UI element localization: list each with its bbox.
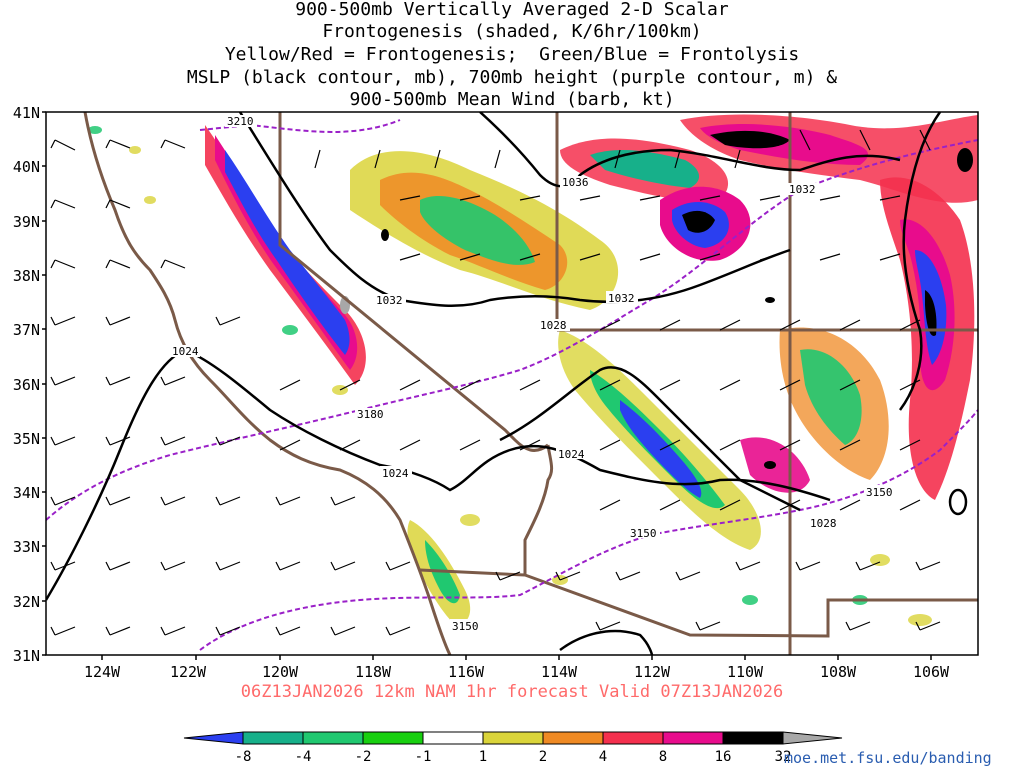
colorbar-seg: [422, 731, 484, 745]
lat-label: 32N: [13, 593, 40, 611]
lat-label: 38N: [13, 267, 40, 285]
title-line-3: Yellow/Red = Frontogenesis; Green/Blue =…: [224, 44, 800, 65]
title-line-1: 900-500mb Vertically Averaged 2-D Scalar: [295, 0, 729, 20]
title-line-4: MSLP (black contour, mb), 700mb height (…: [186, 67, 838, 88]
colorbar-label: 32: [775, 749, 792, 765]
colorbar-label: 1: [479, 749, 487, 765]
colorbar-label: 2: [539, 749, 547, 765]
colorbar-seg: [662, 731, 724, 745]
colorbar-seg: [302, 731, 364, 745]
height-label: 3150: [452, 620, 479, 633]
colorbar-label: -8: [235, 749, 252, 765]
mslp-label: 1028: [540, 319, 567, 332]
title-line-2: Frontogenesis (shaded, K/6hr/100km): [322, 21, 702, 42]
lon-label: 120W: [262, 663, 299, 681]
mslp-label: 1032: [789, 183, 816, 196]
lat-axis: 41N 40N 39N 38N 37N 36N 35N 34N 33N 32N …: [13, 104, 40, 665]
colorbar-label: 4: [599, 749, 607, 765]
contour-labels: 1024 1032 1028 1036 1032 1032 1024 1024 …: [170, 115, 896, 633]
colorbar-labels: -8 -4 -2 -1 1 2 4 8 16 32: [235, 749, 792, 765]
mslp-label: 1028: [810, 517, 837, 530]
colorbar-label: -4: [295, 749, 312, 765]
lat-label: 33N: [13, 538, 40, 556]
lon-axis: 124W 122W 120W 118W 116W 114W 112W 110W …: [84, 663, 950, 681]
colorbar: [183, 731, 843, 745]
title-line-5: 900-500mb Mean Wind (barb, kt): [349, 89, 675, 110]
lon-label: 106W: [913, 663, 950, 681]
mslp-label: 1024: [382, 467, 409, 480]
lat-label: 40N: [13, 158, 40, 176]
lon-label: 116W: [448, 663, 485, 681]
colorbar-seg: [602, 731, 664, 745]
forecast-valid-time: 06Z13JAN2026 12km NAM 1hr forecast Valid…: [240, 682, 784, 702]
mslp-label: 1032: [376, 294, 403, 307]
height-label: 3210: [227, 115, 254, 128]
lat-label: 41N: [13, 104, 40, 122]
lon-label: 118W: [355, 663, 392, 681]
lon-label: 112W: [634, 663, 671, 681]
colorbar-label: -1: [415, 749, 432, 765]
colorbar-seg: [542, 731, 604, 745]
lon-label: 122W: [170, 663, 207, 681]
height-label: 3150: [866, 486, 893, 499]
lat-label: 37N: [13, 321, 40, 339]
lon-label: 110W: [727, 663, 764, 681]
height-label: 3180: [357, 408, 384, 421]
mslp-label: 1032: [608, 292, 635, 305]
colorbar-seg: [362, 731, 424, 745]
colorbar-seg: [722, 731, 784, 745]
colorbar-seg: [242, 731, 304, 745]
height-label: 3150: [630, 527, 657, 540]
lat-ticks: [42, 111, 932, 660]
mslp-label: 1036: [562, 176, 589, 189]
lon-label: 114W: [541, 663, 578, 681]
lat-label: 34N: [13, 484, 40, 502]
colorbar-label: 8: [659, 749, 667, 765]
lon-label: 108W: [820, 663, 857, 681]
lat-label: 35N: [13, 430, 40, 448]
lon-label: 124W: [84, 663, 121, 681]
source-credit[interactable]: moe.met.fsu.edu/banding: [784, 749, 992, 767]
lat-label: 31N: [13, 647, 40, 665]
lat-label: 39N: [13, 213, 40, 231]
colorbar-seg: [482, 731, 544, 745]
colorbar-seg: [183, 731, 244, 745]
colorbar-label: 16: [715, 749, 732, 765]
geo-borders: [83, 112, 978, 655]
mslp-label: 1024: [172, 345, 199, 358]
mslp-label: 1024: [558, 448, 585, 461]
lat-label: 36N: [13, 376, 40, 394]
colorbar-seg: [782, 731, 843, 745]
colorbar-label: -2: [355, 749, 372, 765]
wind-barbs: [50, 129, 941, 636]
